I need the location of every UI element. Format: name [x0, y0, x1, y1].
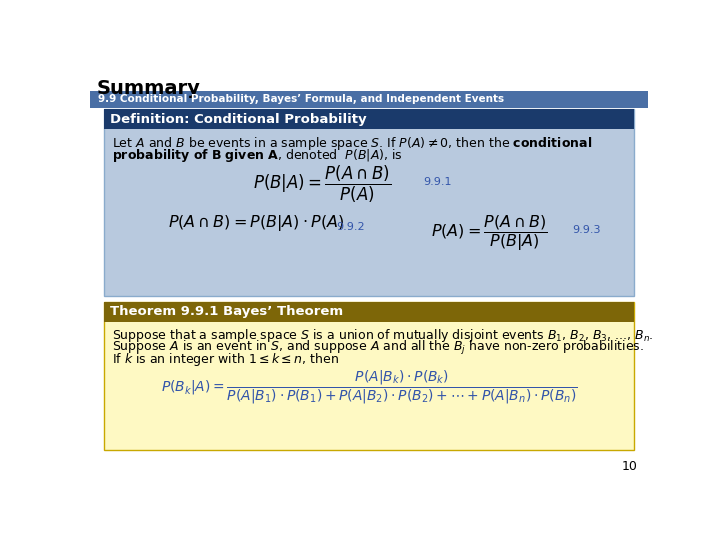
Text: 10: 10 — [621, 460, 637, 473]
Text: $P(A) = \dfrac{P(A \cap B)}{P(B|A)}$: $P(A) = \dfrac{P(A \cap B)}{P(B|A)}$ — [431, 213, 548, 253]
Text: 9.9.3: 9.9.3 — [572, 225, 600, 235]
FancyBboxPatch shape — [104, 302, 634, 322]
FancyBboxPatch shape — [104, 302, 634, 450]
FancyBboxPatch shape — [90, 91, 648, 108]
Text: $\mathbf{probability\ of\ }$$\mathbf{B}$$\mathbf{\ given\ }$$\mathbf{A}$, denote: $\mathbf{probability\ of\ }$$\mathbf{B}$… — [112, 147, 402, 164]
Text: Theorem 9.9.1 Bayes’ Theorem: Theorem 9.9.1 Bayes’ Theorem — [110, 306, 343, 319]
Text: Suppose $A$ is an event in $S$, and suppose $A$ and all the $B_j$ have non-zero : Suppose $A$ is an event in $S$, and supp… — [112, 339, 644, 357]
FancyBboxPatch shape — [104, 110, 634, 296]
Text: 9.9.1: 9.9.1 — [423, 177, 451, 187]
Text: $P(B_k|A) = \dfrac{P(A|B_k) \cdot P(B_k)}{P(A|B_1) \cdot P(B_1) + P(A|B_2) \cdot: $P(B_k|A) = \dfrac{P(A|B_k) \cdot P(B_k)… — [161, 369, 577, 406]
FancyBboxPatch shape — [104, 110, 634, 130]
Text: Let $A$ and $B$ be events in a sample space $S$. If $P(A) \neq 0$, then the $\ma: Let $A$ and $B$ be events in a sample sp… — [112, 135, 592, 152]
Text: Definition: Conditional Probability: Definition: Conditional Probability — [110, 113, 366, 126]
Text: 9.9.2: 9.9.2 — [336, 221, 365, 232]
Text: Summary: Summary — [96, 79, 200, 98]
Text: $P(A \cap B) = P(B|A) \cdot P(A)$: $P(A \cap B) = P(B|A) \cdot P(A)$ — [168, 213, 343, 233]
Text: If $k$ is an integer with $1 \leq k \leq n$, then: If $k$ is an integer with $1 \leq k \leq… — [112, 351, 339, 368]
Text: $P(B|A) = \dfrac{P(A \cap B)}{P(A)}$: $P(B|A) = \dfrac{P(A \cap B)}{P(A)}$ — [253, 164, 392, 205]
Text: Suppose that a sample space $S$ is a union of mutually disjoint events $B_1$, $B: Suppose that a sample space $S$ is a uni… — [112, 327, 653, 343]
Text: 9.9 Conditional Probability, Bayes’ Formula, and Independent Events: 9.9 Conditional Probability, Bayes’ Form… — [98, 94, 504, 104]
